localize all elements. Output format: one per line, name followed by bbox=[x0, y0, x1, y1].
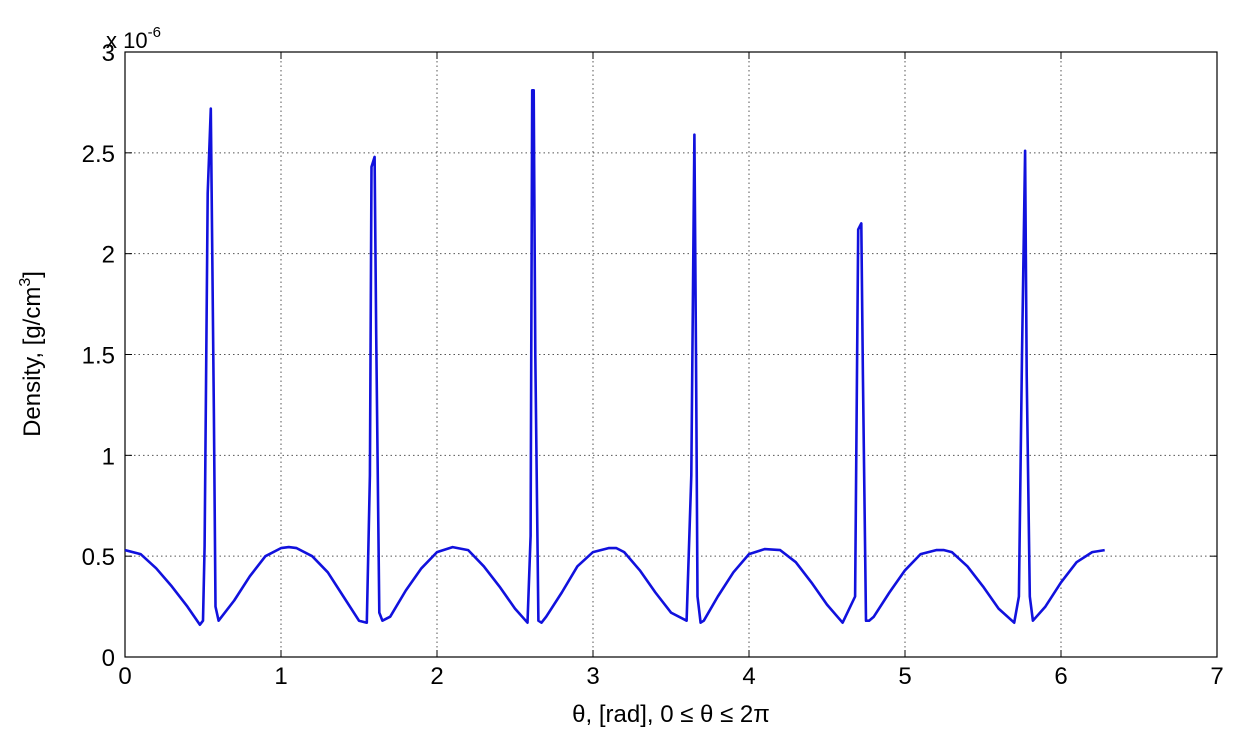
grid bbox=[125, 52, 1217, 657]
x-tick-label: 4 bbox=[742, 663, 755, 690]
x-tick-label: 6 bbox=[1054, 663, 1067, 690]
x-tick-label: 1 bbox=[274, 663, 287, 690]
y-tick-label: 1 bbox=[102, 443, 115, 470]
y-tick-label: 2 bbox=[102, 242, 115, 269]
y-tick-label: 2.5 bbox=[82, 141, 115, 168]
x-tick-label: 0 bbox=[118, 663, 131, 690]
density-series-line bbox=[124, 89, 1105, 626]
y-tick-label: 0.5 bbox=[82, 544, 115, 571]
y-tick-label: 3 bbox=[102, 40, 115, 67]
y-multiplier: x 10-6 bbox=[106, 24, 161, 53]
x-tick-label: 5 bbox=[898, 663, 911, 690]
y-axis-label-superscript: 3 bbox=[17, 278, 34, 287]
y-axis-label: Density, [g/cm3] bbox=[17, 271, 46, 437]
x-tick-label: 2 bbox=[430, 663, 443, 690]
x-axis-label: θ, [rad], 0 ≤ θ ≤ 2π bbox=[572, 701, 770, 728]
x-tick-label: 3 bbox=[586, 663, 599, 690]
axis-ticks bbox=[124, 51, 1218, 658]
x-tick-label: 7 bbox=[1210, 663, 1223, 690]
y-tick-label: 1.5 bbox=[82, 343, 115, 370]
y-tick-label: 0 bbox=[102, 645, 115, 672]
y-multiplier-exponent: -6 bbox=[148, 24, 161, 41]
